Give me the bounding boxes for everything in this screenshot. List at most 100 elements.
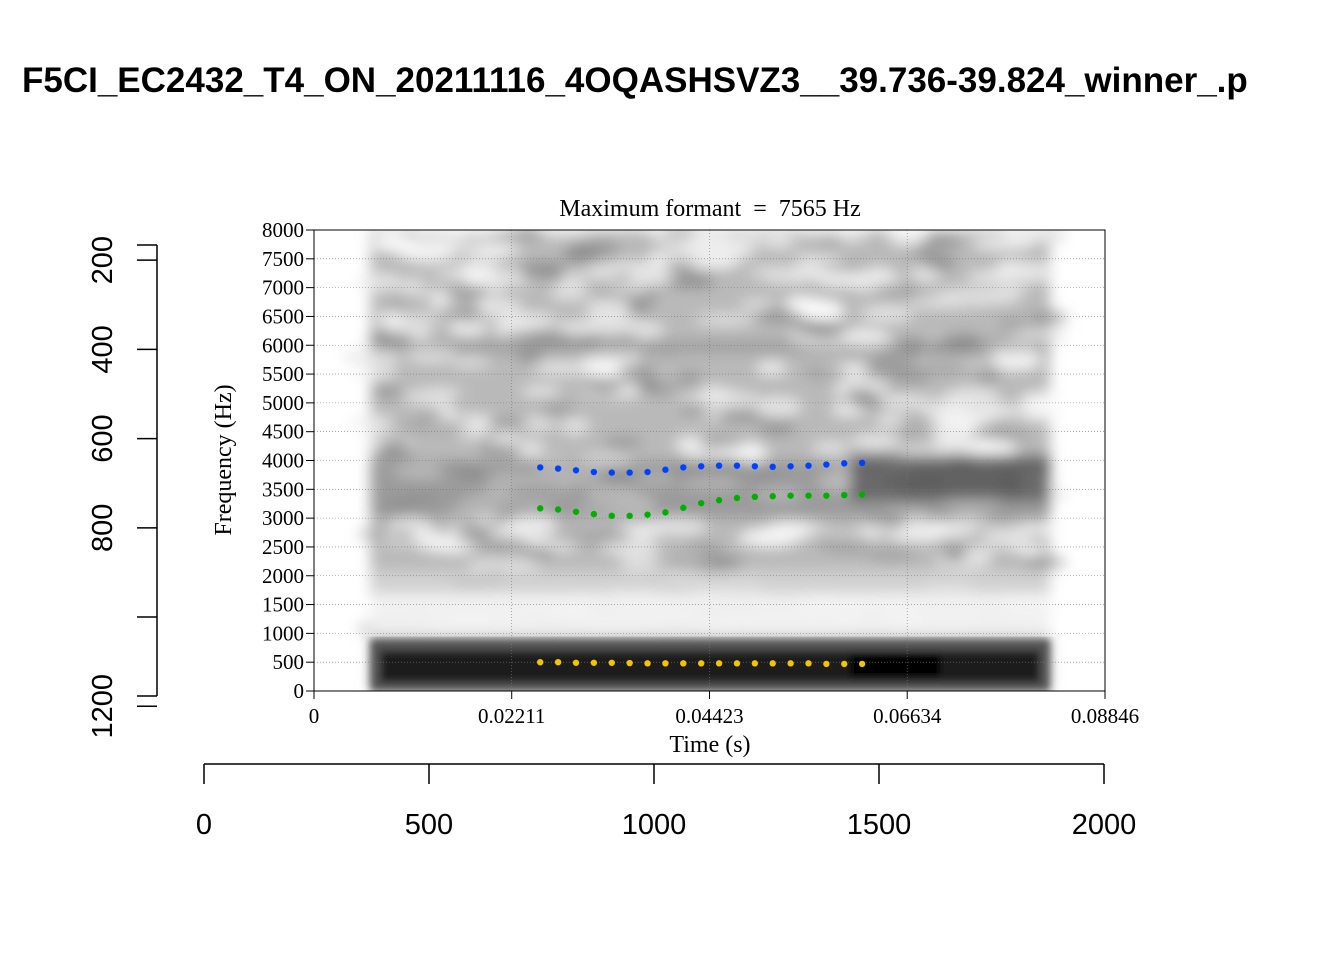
spectrogram-cell: [610, 261, 647, 272]
spectrogram-cell: [598, 289, 638, 301]
formant-point: [751, 463, 759, 470]
formant-point: [662, 466, 669, 473]
spectrogram: [342, 230, 1070, 691]
spectrogram-cell: [992, 285, 1028, 296]
formant-point: [680, 660, 687, 667]
spectrogram-cell: [518, 261, 568, 278]
spectrogram-cell: [626, 300, 653, 315]
y-tick-label: 500: [273, 650, 305, 674]
formant-point: [644, 660, 651, 667]
spectrogram-cell: [811, 441, 849, 455]
spectrogram-cell: [674, 436, 707, 454]
spectrogram-cell: [799, 324, 847, 334]
spectrogram-cell: [805, 239, 842, 251]
spectrogram-cell: [1010, 329, 1067, 343]
spectrogram-cell: [981, 529, 1029, 543]
spectrogram-cell: [888, 230, 931, 246]
spectrogram-cell: [511, 230, 543, 241]
spectrogram-cell: [866, 547, 917, 562]
formant-point: [841, 491, 848, 499]
spectrogram-cell: [348, 416, 397, 429]
spectrogram-cell: [755, 361, 788, 376]
formant-point: [554, 658, 562, 666]
spectrogram-cell: [976, 427, 1010, 439]
formant-point: [805, 660, 812, 667]
formant-points: [537, 459, 866, 668]
y-tick-label: 3500: [262, 477, 304, 501]
formant-point: [805, 462, 812, 469]
spectrogram-cell: [559, 417, 590, 435]
formant-point: [787, 463, 794, 470]
spectrogram-cell: [662, 259, 694, 272]
formant-point: [805, 492, 812, 499]
y-tick-label: 1500: [262, 593, 304, 617]
spectrogram-cell: [428, 419, 469, 433]
spectrogram-cell: [357, 273, 404, 291]
formant-point: [537, 505, 544, 512]
spectrogram-cell: [629, 292, 661, 301]
spectrogram-cell: [925, 363, 978, 376]
spectrogram-cell: [762, 234, 796, 248]
formant-point: [858, 660, 866, 668]
spectrogram-cell: [922, 255, 957, 270]
spectrogram-cell: [896, 424, 937, 437]
spectrogram-cell: [908, 246, 936, 260]
spectrogram-cell: [600, 542, 662, 555]
spectrogram-cell: [479, 444, 524, 456]
x-tick-label: 0.04423: [675, 704, 743, 728]
y-tick-label: 6500: [262, 304, 304, 328]
spectrogram-cell: [804, 365, 847, 380]
spectrogram-cell: [536, 230, 591, 237]
spectrogram-cell: [636, 377, 662, 393]
spectrogram-cell: [511, 440, 546, 459]
spectrogram-cell: [356, 529, 394, 540]
y-tick-label: 8000: [262, 218, 304, 242]
formant-point: [680, 504, 687, 511]
spectrogram-cell: [646, 517, 708, 535]
x-tick-label: 0: [309, 704, 320, 728]
formant-point: [787, 660, 794, 667]
spectrogram-cell: [353, 368, 398, 380]
spectrogram-cell: [508, 330, 535, 340]
spectrogram-cell: [683, 543, 723, 555]
bottom-axis-label: 1000: [622, 809, 687, 841]
formant-point: [572, 659, 580, 666]
formant-point: [590, 659, 598, 666]
spectrogram-cell: [872, 285, 923, 294]
spectrogram-cell: [720, 243, 755, 259]
spectrogram-cell: [748, 266, 806, 279]
spectrogram-cell: [676, 371, 704, 382]
y-tick-label: 2000: [262, 564, 304, 588]
spectrogram-cell: [1002, 230, 1051, 240]
formant-point: [697, 463, 705, 470]
formant-point: [715, 660, 723, 667]
formant-point: [751, 660, 759, 667]
spectrogram-cell: [942, 545, 967, 562]
formant-point: [823, 492, 830, 499]
x-tick-label: 0.06634: [873, 704, 942, 728]
spectrogram-cell: [520, 386, 561, 397]
spectrogram-band: [380, 650, 1040, 683]
spectrogram-cell: [934, 431, 970, 452]
bottom-axis-label: 2000: [1072, 809, 1137, 841]
formant-point: [715, 497, 723, 504]
spectrogram-band: [370, 569, 1050, 594]
spectrogram-cell: [739, 298, 775, 311]
left-axis-label: 600: [87, 414, 119, 462]
formant-point: [733, 494, 741, 502]
left-axis-label: 400: [87, 325, 119, 373]
spectrogram-cell: [458, 525, 490, 539]
formant-point: [823, 461, 830, 468]
spectrogram-cell: [418, 409, 445, 420]
formant-point: [823, 660, 830, 668]
spectrogram-cell: [521, 273, 564, 285]
spectrogram-cell: [888, 530, 942, 542]
spectrogram-cell: [758, 422, 797, 435]
spectrogram-cell: [384, 301, 410, 313]
formant-point: [787, 492, 794, 499]
spectrogram-cell: [834, 230, 868, 243]
spectrogram-cell: [1029, 310, 1068, 326]
formant-series-2: [537, 491, 866, 520]
x-axis: 0 0.02211 0.04423 0.06634 0.08846: [309, 691, 1139, 728]
